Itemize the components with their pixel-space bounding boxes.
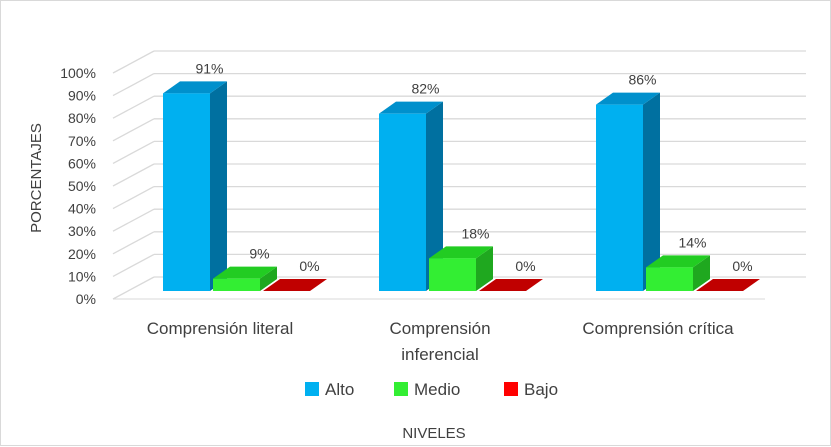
data-label: 9% — [249, 246, 269, 262]
bar-top — [696, 279, 760, 291]
bar — [596, 104, 643, 291]
data-label: 0% — [299, 258, 319, 274]
bar-top — [163, 81, 227, 94]
bar-side — [210, 81, 227, 291]
data-label: 14% — [678, 234, 706, 250]
bar-side — [693, 255, 710, 291]
legend-label: Bajo — [524, 380, 558, 399]
category-label: Comprensión — [389, 319, 490, 338]
gridline-side — [112, 186, 155, 210]
y-tick-label: 20% — [68, 246, 96, 262]
bar-side — [260, 266, 277, 291]
bar-side — [476, 246, 493, 291]
legend-swatch — [394, 382, 408, 396]
gridline-side — [112, 73, 155, 97]
legend-label: Alto — [325, 380, 354, 399]
gridline-side — [112, 140, 155, 164]
data-labels: 91% 9% 0% 82% 18% 0% 86% 14% 0% — [195, 60, 752, 274]
bar-top — [429, 246, 493, 259]
bar-top — [596, 92, 660, 105]
y-tick-label: 0% — [76, 291, 96, 307]
data-label: 18% — [461, 225, 489, 241]
legend: Alto Medio Bajo — [305, 380, 558, 399]
category-labels: Comprensión literal Comprensión inferencia… — [147, 319, 734, 364]
legend-swatch — [305, 382, 319, 396]
bar-top — [479, 279, 543, 291]
y-tick-label: 70% — [68, 133, 96, 149]
y-tick-label: 40% — [68, 201, 96, 217]
bar — [163, 93, 210, 291]
data-label: 82% — [411, 81, 439, 97]
gridline-side — [112, 118, 155, 142]
category-label: inferencial — [401, 345, 479, 364]
gridline-side — [112, 208, 155, 232]
x-axis-title: NIVELES — [402, 425, 465, 442]
bar-top — [646, 255, 710, 268]
gridline-side — [112, 253, 155, 277]
bar — [646, 267, 693, 291]
data-label: 0% — [732, 258, 752, 274]
gridline-side — [112, 95, 155, 119]
data-label: 86% — [628, 72, 656, 88]
y-tick-label: 90% — [68, 88, 96, 104]
bar — [379, 113, 426, 292]
bar — [429, 258, 476, 291]
bar-top — [213, 266, 277, 279]
bar-side — [426, 101, 443, 292]
bar — [213, 278, 260, 291]
y-tick-labels: 0% 10% 20% 30% 40% 50% 60% 70% 80% 90% 100% — [60, 65, 96, 307]
legend-label: Medio — [414, 380, 460, 399]
y-tick-label: 60% — [68, 155, 96, 171]
y-tick-label: 80% — [68, 110, 96, 126]
gridline-side — [112, 231, 155, 255]
bar-top — [379, 101, 443, 114]
bars — [163, 81, 760, 292]
y-tick-label: 10% — [68, 268, 96, 284]
y-tick-label: 50% — [68, 178, 96, 194]
y-tick-label: 100% — [60, 65, 96, 81]
data-label: 0% — [515, 258, 535, 274]
gridlines — [112, 50, 806, 300]
category-label: Comprensión crítica — [582, 319, 734, 338]
bar-top — [263, 279, 327, 291]
gridline-side — [112, 276, 155, 300]
gridline-side — [112, 163, 155, 187]
category-label: Comprensión literal — [147, 319, 293, 338]
bar-side — [643, 92, 660, 291]
data-label: 91% — [195, 60, 223, 76]
y-axis-title: PORCENTAJES — [28, 123, 45, 233]
gridline-side — [112, 50, 155, 74]
y-tick-label: 30% — [68, 223, 96, 239]
legend-swatch — [504, 382, 518, 396]
